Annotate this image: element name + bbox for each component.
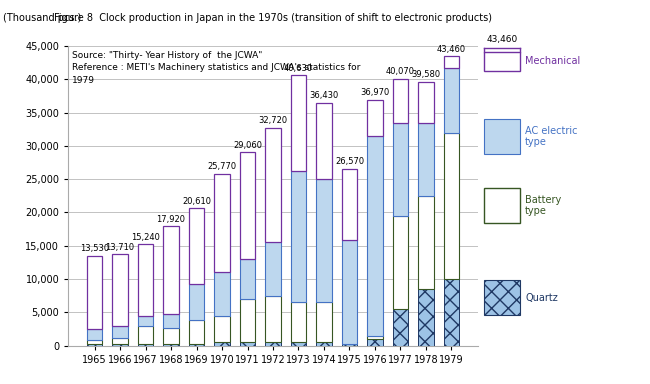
Bar (367, 99, 383, 136)
Bar (163, 328, 179, 344)
Bar (393, 216, 408, 309)
Text: 36,970: 36,970 (360, 88, 389, 97)
Bar (444, 279, 459, 346)
Bar (240, 342, 255, 346)
Bar (265, 342, 281, 346)
Bar (419, 82, 434, 122)
Text: 17,920: 17,920 (157, 215, 185, 223)
Bar (189, 209, 204, 284)
Bar (138, 326, 153, 344)
Bar (214, 342, 229, 346)
Bar (87, 344, 102, 346)
Text: 43,460: 43,460 (437, 45, 466, 54)
Text: 26,570: 26,570 (335, 157, 364, 166)
Bar (317, 302, 332, 342)
Bar (317, 179, 332, 302)
Bar (444, 56, 459, 68)
Bar (342, 169, 357, 240)
Bar (265, 128, 281, 242)
Bar (163, 314, 179, 328)
Text: Mechanical: Mechanical (525, 56, 580, 66)
Text: 43,460: 43,460 (486, 35, 518, 44)
Bar (291, 171, 306, 302)
Bar (342, 344, 357, 346)
Bar (163, 226, 179, 314)
Bar (317, 342, 332, 346)
Bar (444, 132, 459, 279)
Bar (138, 344, 153, 346)
Bar (189, 344, 204, 346)
Bar (87, 339, 102, 344)
Text: 20,610: 20,610 (182, 197, 211, 206)
Bar (112, 326, 127, 338)
Bar (163, 344, 179, 346)
Bar (367, 136, 383, 336)
Text: 13,530: 13,530 (80, 244, 109, 253)
Text: 13,710: 13,710 (105, 243, 135, 252)
Bar (189, 284, 204, 320)
Bar (367, 336, 383, 339)
Text: (Thousand pcs.): (Thousand pcs.) (3, 13, 81, 23)
Bar (444, 68, 459, 132)
Bar (240, 259, 255, 299)
Bar (317, 103, 332, 179)
Bar (214, 316, 229, 342)
Bar (367, 339, 383, 346)
Text: AC electric
type: AC electric type (525, 126, 578, 147)
Bar (291, 75, 306, 171)
Bar (138, 316, 153, 326)
Bar (214, 174, 229, 272)
Bar (265, 296, 281, 342)
Bar (291, 342, 306, 346)
Bar (393, 122, 408, 216)
Text: 25,770: 25,770 (207, 162, 237, 171)
Bar (393, 309, 408, 346)
Text: 32,720: 32,720 (259, 116, 287, 125)
Bar (112, 338, 127, 344)
Bar (87, 329, 102, 339)
Bar (342, 240, 357, 344)
Bar (214, 272, 229, 316)
Bar (419, 196, 434, 289)
Bar (291, 302, 306, 342)
Text: Source: "Thirty- Year History of  the JCWA"
Reference : METI's Machinery statist: Source: "Thirty- Year History of the JCW… (72, 51, 361, 84)
Bar (112, 254, 127, 326)
Bar (112, 344, 127, 346)
Text: 29,060: 29,060 (233, 141, 262, 149)
Bar (189, 320, 204, 344)
Text: Battery
type: Battery type (525, 195, 562, 216)
Bar (240, 299, 255, 342)
Bar (419, 289, 434, 346)
Bar (393, 79, 408, 122)
Text: 40,630: 40,630 (284, 63, 313, 73)
Text: 36,430: 36,430 (309, 91, 339, 101)
Text: 15,240: 15,240 (131, 232, 160, 242)
Bar (265, 242, 281, 296)
Bar (87, 255, 102, 329)
Bar (138, 244, 153, 316)
Text: 39,580: 39,580 (411, 71, 441, 79)
Text: 40,070: 40,070 (386, 67, 415, 76)
Text: Quartz: Quartz (525, 293, 558, 303)
Bar (419, 122, 434, 196)
Bar (240, 152, 255, 259)
Text: Figure 8  Clock production in Japan in the 1970s (transition of shift to electro: Figure 8 Clock production in Japan in th… (54, 13, 492, 23)
